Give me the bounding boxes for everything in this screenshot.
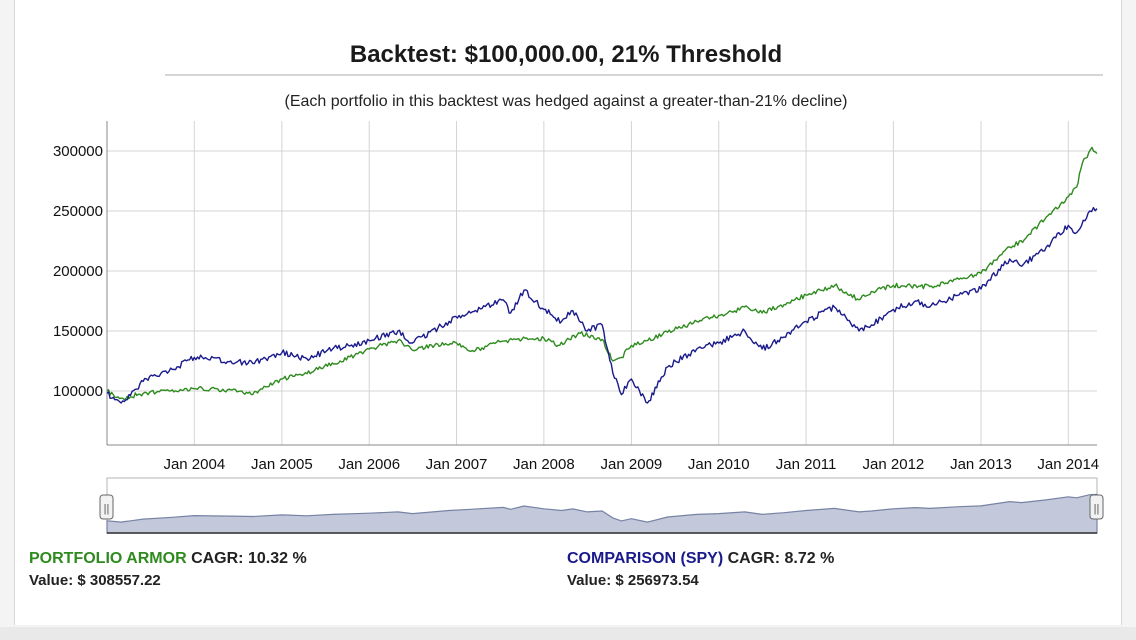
x-tick-label: Jan 2013 [950, 456, 1012, 473]
portfolio-value: Value: $ 308557.22 [29, 572, 161, 589]
range-navigator[interactable]: || || [99, 477, 1104, 534]
navigator-left-grip: || [104, 503, 110, 515]
series-layer [106, 146, 1098, 404]
x-tick-label: Jan 2006 [338, 456, 400, 473]
y-tick-label: 300000 [53, 143, 103, 160]
x-tick-labels: Jan 2004 Jan 2005 Jan 2006 Jan 2007 Jan 2008… [163, 456, 1099, 473]
x-tick-label: Jan 2011 [776, 456, 837, 473]
x-tick-label: Jan 2008 [513, 456, 575, 473]
chart-subtitle: (Each portfolio in this backtest was hed… [285, 93, 848, 110]
navigator-area [106, 493, 1098, 534]
x-tick-label: Jan 2010 [688, 456, 750, 473]
y-tick-label: 250000 [53, 203, 103, 220]
comparison-stats: COMPARISON (SPY) CAGR: 8.72 % Value: $ 2… [567, 548, 834, 592]
chart: Backtest: $100,000.00, 21% Threshold (Ea… [53, 41, 1104, 534]
portfolio-cagr: CAGR: 10.32 % [186, 550, 307, 567]
navigator-left-handle[interactable]: || [99, 494, 114, 520]
comparison-cagr-line: COMPARISON (SPY) CAGR: 8.72 % [567, 548, 834, 570]
comparison-cagr: CAGR: 8.72 % [723, 550, 835, 567]
x-tick-label: Jan 2014 [1037, 456, 1099, 473]
page-bottom-bar [0, 627, 1136, 640]
comparison-value: Value: $ 256973.54 [567, 572, 699, 589]
navigator-right-handle[interactable]: || [1089, 494, 1104, 520]
y-tick-labels: 100000 150000 200000 250000 300000 [53, 143, 103, 400]
y-tick-label: 200000 [53, 263, 103, 280]
series-line-portfolio-armor [106, 146, 1098, 401]
navigator-right-grip: || [1094, 503, 1100, 515]
portfolio-stats: PORTFOLIO ARMOR CAGR: 10.32 % Value: $ 3… [29, 548, 307, 592]
x-tick-label: Jan 2004 [163, 456, 225, 473]
x-gridlines [193, 121, 1069, 445]
y-gridlines [107, 150, 1097, 392]
y-tick-label: 100000 [53, 383, 103, 400]
comparison-name: COMPARISON (SPY) [567, 550, 724, 567]
x-tick-label: Jan 2012 [863, 456, 925, 473]
portfolio-name: PORTFOLIO ARMOR [29, 550, 187, 567]
x-tick-label: Jan 2007 [426, 456, 488, 473]
series-line-comparison-spy [106, 206, 1098, 404]
x-tick-label: Jan 2009 [601, 456, 663, 473]
y-tick-label: 150000 [53, 323, 103, 340]
portfolio-cagr-line: PORTFOLIO ARMOR CAGR: 10.32 % [29, 548, 307, 570]
x-tick-label: Jan 2005 [251, 456, 313, 473]
chart-title: Backtest: $100,000.00, 21% Threshold [350, 41, 782, 68]
